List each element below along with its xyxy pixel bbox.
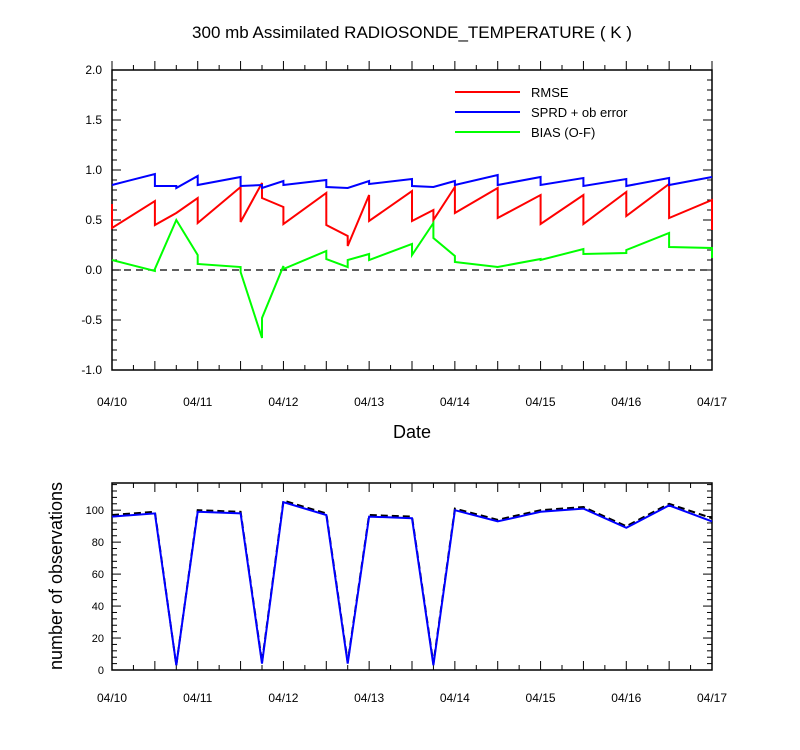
x-tick-label: 04/14 — [440, 691, 470, 705]
chart-title: 300 mb Assimilated RADIOSONDE_TEMPERATUR… — [192, 23, 632, 42]
y-axis-ticks-bottom — [112, 484, 712, 671]
x-tick-label: 04/16 — [611, 691, 641, 705]
top-panel: -1.0 -0.5 0.0 0.5 1.0 1.5 2.0 04/10 04/11 04/12 04… — [81, 61, 727, 409]
y-tick-label: 1.0 — [85, 163, 102, 177]
legend-label-bias-o-f: BIAS (O-F) — [531, 125, 595, 140]
x-tick-label: 04/15 — [526, 395, 556, 409]
x-axis-title: Date — [393, 422, 431, 442]
x-tick-label: 04/15 — [526, 691, 556, 705]
y-tick-label: 1.5 — [85, 113, 102, 127]
y-axis-ticks-top — [112, 69, 712, 371]
y-tick-label: 2.0 — [85, 63, 102, 77]
y-tick-label: -1.0 — [81, 363, 102, 377]
legend-label-sprd-ob-error: SPRD + ob error — [531, 105, 628, 120]
y-tick-label: 80 — [92, 537, 104, 549]
y-axis-title-observations: number of observations — [46, 482, 66, 670]
series-line-bias-o-f — [111, 217, 713, 339]
y-tick-label: 0 — [98, 665, 104, 677]
x-tick-label: 04/10 — [97, 395, 127, 409]
series-line-sprd-ob-error — [111, 172, 713, 190]
x-tick-label: 04/11 — [183, 691, 212, 705]
x-tick-label: 04/12 — [268, 691, 298, 705]
x-tick-label: 04/17 — [697, 691, 727, 705]
x-tick-label: 04/17 — [697, 395, 727, 409]
x-axis-ticks-bottom — [111, 483, 713, 670]
x-tick-label: 04/14 — [440, 395, 470, 409]
x-tick-label: 04/16 — [611, 395, 641, 409]
x-tick-label: 04/11 — [183, 395, 212, 409]
y-tick-label: 40 — [92, 601, 104, 613]
y-tick-label: 60 — [92, 569, 104, 581]
legend-label-rmse: RMSE — [531, 85, 569, 100]
x-axis-ticks-top — [111, 61, 713, 370]
x-tick-label: 04/13 — [354, 395, 384, 409]
bottom-panel: 0 20 40 60 80 100 04/10 04/11 04/12 04/13 04/14 04/… — [86, 482, 727, 705]
x-tick-label: 04/10 — [97, 691, 127, 705]
x-tick-label: 04/12 — [268, 395, 298, 409]
y-tick-label: 0.5 — [85, 213, 102, 227]
y-tick-label: 0.0 — [85, 263, 102, 277]
x-tick-label: 04/13 — [354, 691, 384, 705]
y-tick-label: 20 — [92, 633, 104, 645]
series-line-rmse — [111, 182, 713, 247]
legend: RMSE SPRD + ob error BIAS (O-F) — [455, 85, 628, 140]
series-line-assimilated-observations — [111, 500, 713, 666]
y-tick-label: -0.5 — [81, 313, 102, 327]
series-line-possible-observations — [111, 499, 713, 666]
y-tick-label: 100 — [86, 505, 104, 517]
